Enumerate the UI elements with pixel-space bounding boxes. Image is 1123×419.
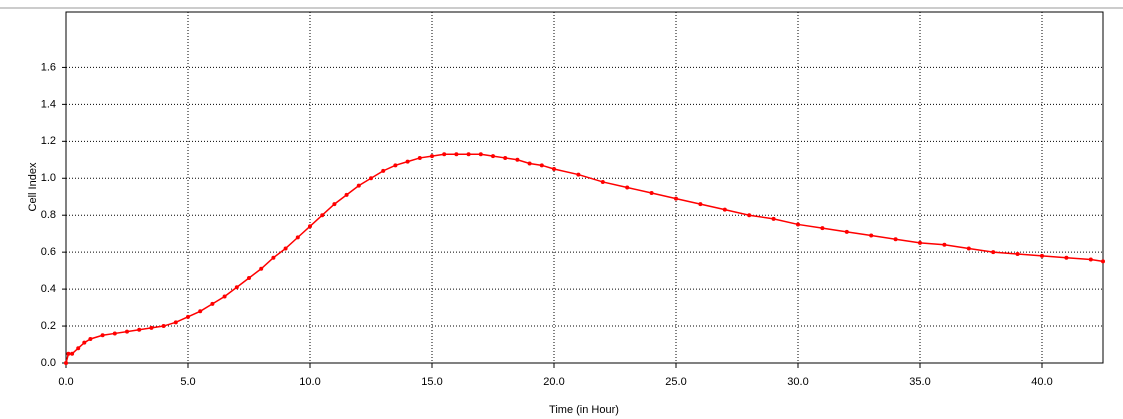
- data-point: [222, 294, 227, 299]
- data-point: [552, 167, 556, 172]
- data-point: [173, 320, 178, 325]
- data-point: [503, 155, 508, 160]
- data-point: [369, 176, 373, 181]
- data-point: [393, 163, 398, 168]
- data-point: [454, 152, 459, 157]
- y-tick-label: 0.8: [41, 209, 56, 221]
- data-point: [942, 242, 947, 247]
- data-point: [66, 351, 71, 356]
- data-point: [478, 152, 483, 157]
- x-tick-label: 0.0: [58, 376, 73, 388]
- data-point: [820, 226, 825, 231]
- y-tick-label: 1.0: [41, 172, 56, 184]
- data-point: [539, 163, 544, 168]
- data-point: [625, 185, 630, 190]
- data-point: [991, 250, 996, 255]
- data-point: [442, 152, 447, 157]
- x-tick-label: 15.0: [421, 376, 442, 388]
- data-point: [527, 161, 532, 166]
- y-tick-label: 0.2: [41, 320, 56, 332]
- data-point: [295, 235, 300, 240]
- data-point: [747, 213, 752, 218]
- data-point: [491, 154, 495, 159]
- data-point: [259, 266, 264, 271]
- data-point: [893, 237, 898, 242]
- plot-frame: [65, 11, 1104, 364]
- data-point: [576, 172, 581, 177]
- data-point: [918, 240, 922, 245]
- data-point: [70, 351, 75, 356]
- data-point: [381, 168, 386, 173]
- x-tick-label: 40.0: [1031, 376, 1052, 388]
- data-point: [966, 246, 971, 251]
- data-point: [600, 179, 605, 184]
- data-point: [234, 285, 239, 290]
- y-tick-label: 0.0: [41, 357, 56, 369]
- data-point: [64, 361, 68, 365]
- y-tick-label: 0.4: [41, 283, 56, 295]
- y-axis-label: Cell Index: [27, 162, 39, 211]
- data-point: [466, 152, 471, 157]
- data-point: [247, 276, 251, 281]
- data-point: [112, 331, 117, 336]
- data-point: [125, 329, 129, 334]
- data-point: [515, 157, 520, 162]
- data-point: [344, 192, 349, 197]
- x-tick-label: 10.0: [299, 376, 320, 388]
- data-point: [722, 207, 727, 212]
- data-point: [771, 216, 776, 221]
- y-tick-label: 1.2: [41, 135, 56, 147]
- data-point: [649, 191, 654, 196]
- data-point: [149, 325, 154, 330]
- y-tick-label: 0.6: [41, 246, 56, 258]
- data-point: [210, 301, 215, 306]
- data-point: [405, 159, 410, 164]
- x-axis-label: Time (in Hour): [549, 404, 619, 416]
- data-point: [1088, 257, 1093, 262]
- x-tick-label: 20.0: [543, 376, 564, 388]
- data-line: [65, 153, 1104, 364]
- data-point: [137, 327, 142, 332]
- x-tick-label: 35.0: [909, 376, 930, 388]
- data-point: [161, 324, 166, 329]
- data-point: [1101, 259, 1105, 264]
- data-point: [332, 202, 337, 207]
- data-point: [698, 202, 703, 207]
- data-point: [796, 222, 800, 227]
- data-point: [417, 155, 422, 160]
- data-point: [76, 346, 81, 351]
- data-point: [674, 196, 678, 201]
- x-tick-label: 5.0: [180, 376, 195, 388]
- data-point: [82, 340, 87, 345]
- data-point: [186, 314, 190, 319]
- y-tick-label: 1.4: [41, 98, 56, 110]
- x-tick-label: 25.0: [665, 376, 686, 388]
- data-point: [1015, 252, 1020, 257]
- data-point: [308, 224, 312, 229]
- data-point: [869, 233, 874, 238]
- x-tick-label: 30.0: [787, 376, 808, 388]
- data-point: [198, 309, 203, 314]
- data-point: [283, 246, 288, 251]
- y-tick-label: 1.6: [41, 61, 56, 73]
- data-point: [271, 255, 276, 260]
- data-point: [100, 333, 105, 338]
- data-point: [1040, 253, 1044, 258]
- data-point: [88, 336, 93, 341]
- data-point: [320, 213, 325, 218]
- data-point: [1064, 255, 1069, 260]
- data-point: [844, 229, 849, 234]
- data-point: [356, 183, 361, 188]
- data-point: [430, 154, 434, 159]
